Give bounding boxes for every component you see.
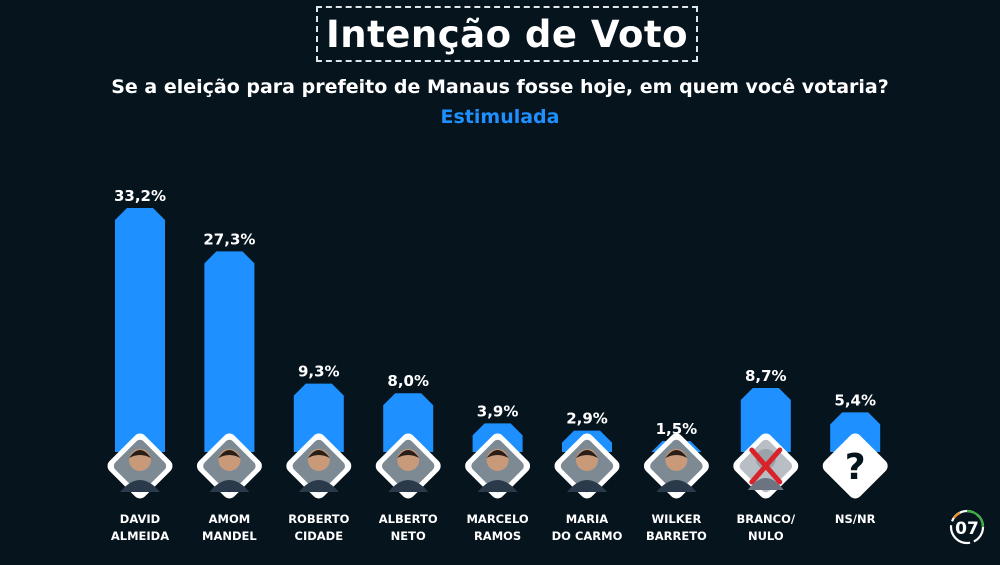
bar-group: 33,2% DAVID ALMEIDA — [107, 187, 173, 543]
cross-line — [749, 447, 783, 485]
category-label: MANDEL — [202, 529, 257, 543]
person-body — [209, 480, 250, 492]
bar — [115, 208, 165, 452]
bar-group: 2,9% MARIA DO CARMO — [552, 410, 623, 543]
category-label: NS/NR — [835, 512, 876, 526]
category-label: DAVID — [120, 512, 160, 526]
bar-group: 8,7% BRANCO/NULO — [733, 367, 799, 543]
survey-mode: Estimulada — [440, 106, 560, 128]
bar-group: 3,9% MARCELO RAMOS — [465, 402, 531, 543]
person-body — [477, 480, 518, 492]
page-number: 07 — [955, 519, 979, 539]
bar-group: 9,3% ROBERTO CIDADE — [286, 363, 352, 543]
category-label: RAMOS — [474, 529, 521, 543]
marker-diamond — [822, 433, 888, 499]
bar-group: 27,3% AMOM MANDEL — [196, 230, 262, 543]
category-label: ALMEIDA — [111, 529, 169, 543]
category-label: AMOM — [209, 512, 251, 526]
category-label: ROBERTO — [288, 512, 349, 526]
person-hair — [129, 450, 151, 458]
category-label: BRANCO/ — [737, 512, 796, 526]
person-body — [747, 478, 784, 490]
value-label: 33,2% — [114, 187, 166, 205]
person-hair — [218, 450, 241, 458]
bar-group: 8,0% ALBERTO NETO — [375, 372, 441, 543]
person-body — [120, 480, 160, 492]
person-hair — [576, 450, 598, 458]
category-label: ALBERTO — [379, 512, 438, 526]
category-label: DO CARMO — [552, 529, 623, 543]
question-mark-icon: ? — [845, 447, 866, 488]
category-label: NETO — [391, 529, 426, 543]
page-title: Intenção de Voto — [325, 12, 689, 56]
value-label: 5,4% — [834, 391, 876, 409]
person-body — [567, 480, 607, 492]
chart-question: Se a eleição para prefeito de Manaus fos… — [111, 76, 889, 98]
bar — [293, 383, 344, 452]
title-box: Intenção de Voto — [316, 6, 698, 62]
person-body — [388, 480, 429, 492]
person-hair — [665, 450, 688, 458]
person-hair — [307, 450, 330, 458]
value-label: 8,7% — [745, 367, 787, 385]
category-label: WILKER — [651, 512, 701, 526]
value-label: 2,9% — [566, 410, 608, 428]
value-label: 8,0% — [387, 372, 429, 390]
person-body — [656, 480, 697, 492]
person-body — [298, 480, 339, 492]
bar — [830, 412, 881, 452]
person-hair — [397, 450, 420, 458]
category-label: CIDADE — [295, 529, 344, 543]
bar-group: 5,4%? NS/NR — [822, 391, 888, 526]
category-label: NULO — [748, 529, 784, 543]
bar — [383, 393, 434, 452]
value-label: 3,9% — [477, 402, 519, 420]
category-label: BARRETO — [646, 529, 707, 543]
person-hair — [486, 450, 509, 458]
value-label: 1,5% — [656, 420, 698, 438]
bar — [740, 388, 791, 452]
page-number-badge: 07 — [949, 509, 985, 545]
bar-group: 1,5% WILKER BARRETO — [643, 420, 709, 543]
value-label: 27,3% — [203, 230, 255, 248]
category-label: MARIA — [566, 512, 608, 526]
value-label: 9,3% — [298, 363, 340, 381]
category-label: MARCELO — [466, 512, 528, 526]
bar — [204, 251, 255, 452]
